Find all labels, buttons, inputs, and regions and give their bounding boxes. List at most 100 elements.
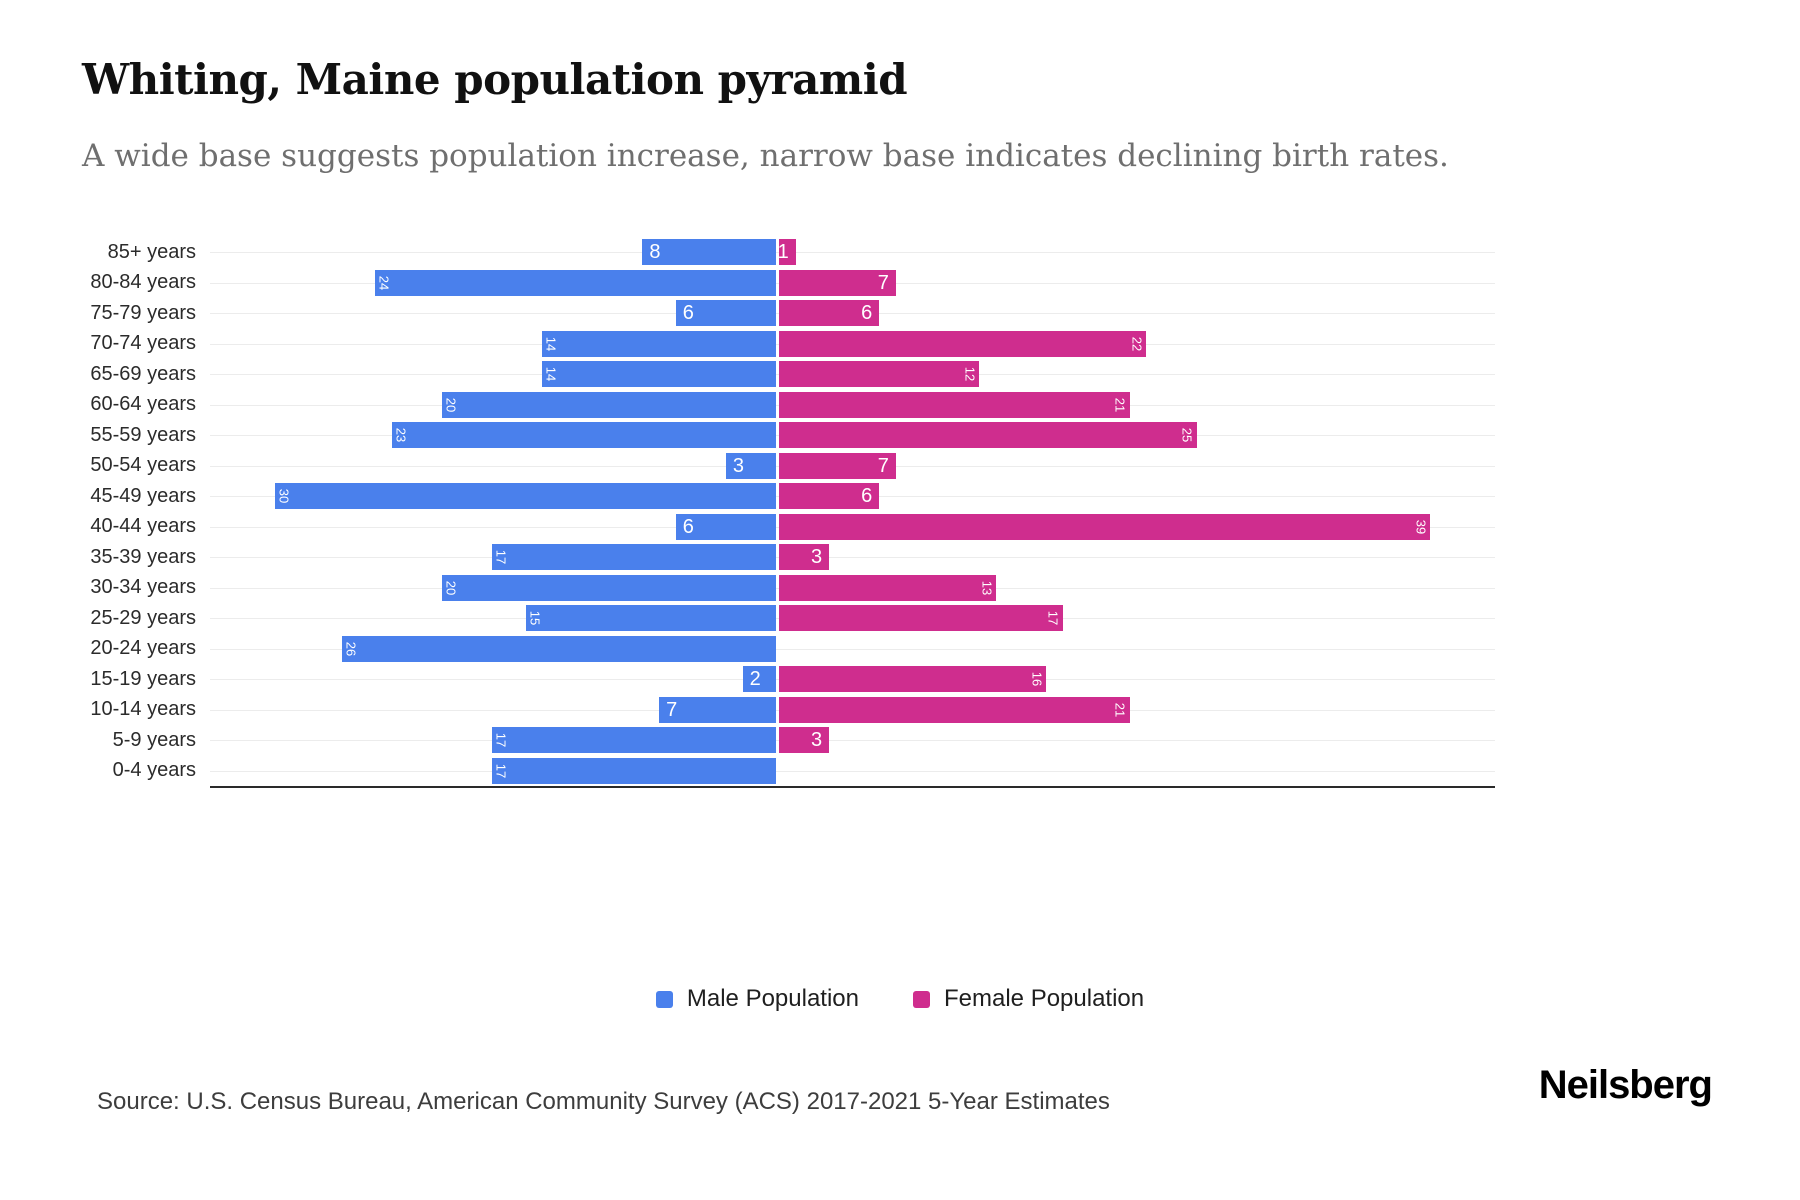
plot-area: 2 16 xyxy=(210,664,1495,695)
age-group-label: 60-64 years xyxy=(90,393,196,416)
male-bar: 20 xyxy=(442,574,776,601)
pyramid-row: 15-19 years 2 16 xyxy=(68,664,1495,695)
pyramid-row: 85+ years 8 1 xyxy=(68,237,1495,268)
plot-area: 26 xyxy=(210,634,1495,665)
female-bar-value: 17 xyxy=(1046,611,1062,626)
pyramid-row: 0-4 years 17 xyxy=(68,756,1495,787)
legend-item-female: Female Population xyxy=(913,985,1144,1013)
male-bar-value: 6 xyxy=(682,302,694,325)
male-bar: 2 xyxy=(742,666,776,693)
age-group-label: 75-79 years xyxy=(90,301,196,324)
female-bar-value: 25 xyxy=(1179,428,1195,443)
female-bar-value: 3 xyxy=(810,546,823,569)
female-bar: 21 xyxy=(779,391,1130,418)
age-group-label: 10-14 years xyxy=(90,698,196,721)
age-group-label: 35-39 years xyxy=(90,545,196,568)
pyramid-row: 60-64 years 20 21 xyxy=(68,390,1495,421)
legend-item-male: Male Population xyxy=(655,985,859,1013)
male-bar: 26 xyxy=(341,635,776,662)
pyramid-row: 20-24 years 26 xyxy=(68,634,1495,665)
male-bar: 15 xyxy=(525,605,776,632)
female-bar: 3 xyxy=(779,544,830,571)
male-bar-value: 6 xyxy=(682,515,694,538)
female-bar: 6 xyxy=(779,483,880,510)
plot-area: 15 17 xyxy=(210,603,1495,634)
pyramid-row: 40-44 years 6 39 xyxy=(68,512,1495,543)
female-bar: 3 xyxy=(779,727,830,754)
age-group-label: 0-4 years xyxy=(112,759,196,782)
age-group-label: 25-29 years xyxy=(90,606,196,629)
plot-area: 17 3 xyxy=(210,725,1495,756)
age-group-label: 55-59 years xyxy=(90,423,196,446)
male-bar: 24 xyxy=(375,269,776,296)
pyramid-row: 65-69 years 14 12 xyxy=(68,359,1495,390)
female-bar-value: 21 xyxy=(1112,397,1128,412)
female-bar-value: 7 xyxy=(877,454,889,477)
male-bar-value: 17 xyxy=(493,763,509,778)
male-bar: 7 xyxy=(659,696,776,723)
female-bar-value: 6 xyxy=(861,302,873,325)
male-bar: 14 xyxy=(542,361,776,388)
male-bar: 14 xyxy=(542,330,776,357)
plot-area: 24 7 xyxy=(210,268,1495,299)
plot-area: 17 xyxy=(210,756,1495,787)
male-bar-value: 8 xyxy=(649,241,661,264)
male-bar: 17 xyxy=(492,727,776,754)
female-legend-swatch-icon xyxy=(913,990,930,1008)
male-bar: 3 xyxy=(725,452,776,479)
pyramid-row: 30-34 years 20 13 xyxy=(68,573,1495,604)
male-bar-value: 7 xyxy=(666,698,678,721)
female-bar-value: 3 xyxy=(810,729,823,752)
female-bar: 25 xyxy=(779,422,1197,449)
neilsberg-logo: Neilsberg xyxy=(1538,1063,1713,1107)
age-group-label: 45-49 years xyxy=(90,484,196,507)
plot-area: 23 25 xyxy=(210,420,1495,451)
age-group-label: 20-24 years xyxy=(90,637,196,660)
source-attribution: Source: U.S. Census Bureau, American Com… xyxy=(97,1088,1110,1115)
page-subtitle: A wide base suggests population increase… xyxy=(82,138,1449,174)
pyramid-row: 25-29 years 15 17 xyxy=(68,603,1495,634)
plot-area: 30 6 xyxy=(210,481,1495,512)
male-bar-value: 17 xyxy=(493,550,509,565)
plot-area: 20 13 xyxy=(210,573,1495,604)
female-bar: 7 xyxy=(779,452,896,479)
female-bar: 6 xyxy=(779,300,880,327)
age-group-label: 80-84 years xyxy=(90,271,196,294)
pyramid-row: 45-49 years 30 6 xyxy=(68,481,1495,512)
age-group-label: 85+ years xyxy=(107,240,196,263)
male-bar: 23 xyxy=(391,422,776,449)
age-group-label: 50-54 years xyxy=(90,454,196,477)
male-bar-value: 24 xyxy=(376,275,392,290)
male-bar-value: 14 xyxy=(543,367,559,382)
male-bar-value: 20 xyxy=(443,397,459,412)
plot-area: 6 39 xyxy=(210,512,1495,543)
plot-area: 7 21 xyxy=(210,695,1495,726)
male-bar-value: 2 xyxy=(749,668,761,691)
population-pyramid-chart: 85+ years 8 1 80-84 years 24 7 75-79 years 6 6 70… xyxy=(68,237,1495,788)
female-bar-value: 7 xyxy=(877,271,889,294)
female-bar-value: 21 xyxy=(1112,702,1128,717)
male-bar-value: 30 xyxy=(276,489,292,504)
pyramid-row: 80-84 years 24 7 xyxy=(68,268,1495,299)
female-bar: 1 xyxy=(778,239,796,266)
pyramid-row: 10-14 years 7 21 xyxy=(68,695,1495,726)
female-bar: 17 xyxy=(779,605,1063,632)
pyramid-row: 50-54 years 3 7 xyxy=(68,451,1495,482)
age-group-label: 70-74 years xyxy=(90,332,196,355)
pyramid-row: 55-59 years 23 25 xyxy=(68,420,1495,451)
age-group-label: 5-9 years xyxy=(112,728,196,751)
female-bar-value: 16 xyxy=(1029,672,1045,687)
male-bar: 30 xyxy=(275,483,776,510)
male-bar-value: 23 xyxy=(393,428,409,443)
female-bar: 22 xyxy=(779,330,1147,357)
chart-legend: Male Population Female Population xyxy=(0,985,1800,1013)
male-bar-value: 15 xyxy=(527,611,543,626)
age-group-label: 65-69 years xyxy=(90,362,196,385)
pyramid-row: 35-39 years 17 3 xyxy=(68,542,1495,573)
male-bar-value: 3 xyxy=(732,454,745,477)
female-bar-value: 22 xyxy=(1129,336,1145,351)
age-group-label: 30-34 years xyxy=(90,576,196,599)
